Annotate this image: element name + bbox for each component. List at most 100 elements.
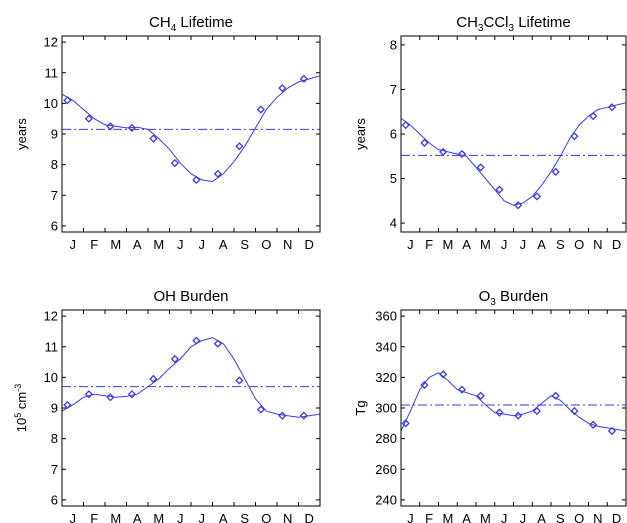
ch4-lifetime-month-label: J [199, 237, 206, 252]
o3-burden-marker [607, 426, 617, 436]
oh-burden-month-label: J [199, 511, 206, 523]
oh-burden-ytick-label: 9 [51, 401, 58, 416]
ch4-lifetime-series-line [61, 75, 321, 183]
oh-burden-series-line [61, 337, 321, 418]
ch4-lifetime-marker [192, 175, 201, 185]
ch4-lifetime-ytick-label: 8 [51, 157, 58, 172]
o3-burden-marker [570, 406, 579, 416]
o3-burden-ytick-label: 340 [375, 339, 397, 354]
ch4-lifetime-marker [299, 74, 308, 83]
ch3ccl3-lifetime-ylabel: years [353, 118, 368, 150]
o3-burden-month-label: M [442, 511, 453, 523]
o3-burden-marker [495, 408, 504, 417]
oh-burden-marker [63, 400, 72, 410]
o3-burden-month-label: A [537, 511, 546, 523]
ch4-lifetime-marker [106, 122, 115, 131]
oh-burden-ytick-label: 6 [51, 492, 58, 507]
oh-burden-month-label: J [177, 511, 184, 523]
oh-burden-month-label: S [240, 511, 249, 523]
ch3ccl3-lifetime-month-label: D [612, 237, 621, 252]
ch4-lifetime-month-label: S [240, 237, 249, 252]
oh-burden-marker [106, 393, 115, 402]
o3-burden-marker [476, 391, 485, 400]
ch3ccl3-lifetime-marker [476, 163, 485, 172]
ch4-lifetime-ytick-label: 11 [45, 65, 59, 80]
ch4-lifetime-month-label: J [177, 237, 184, 252]
o3-burden-marker [551, 391, 560, 400]
ch4-lifetime-ylabel: years [14, 118, 29, 150]
ch3ccl3-lifetime-month-label: S [556, 237, 565, 252]
ch3ccl3-lifetime-ytick-label: 4 [390, 216, 397, 231]
oh-burden-plot-frame [61, 309, 321, 507]
o3-burden-ytick-label: 280 [375, 431, 397, 446]
o3-burden-month-label: J [520, 511, 527, 523]
ch3ccl3-lifetime-marker [514, 201, 523, 210]
ch3ccl3-lifetime-ytick-label: 6 [390, 127, 397, 142]
ch4-lifetime-title: CH4 Lifetime [149, 14, 233, 34]
oh-burden-marker [213, 339, 222, 348]
ch4-lifetime-month-label: D [305, 237, 314, 252]
ch4-lifetime-ytick-label: 6 [51, 218, 58, 233]
oh-burden-marker [299, 411, 308, 420]
ch3ccl3-lifetime-series-line [400, 102, 627, 206]
o3-burden-month-label: A [462, 511, 471, 523]
ch4-lifetime-month-label: A [219, 237, 228, 252]
ch4-lifetime-ytick-label: 10 [44, 96, 58, 111]
oh-burden-ytick-label: 10 [44, 370, 58, 385]
oh-burden-month-label: O [261, 511, 271, 523]
oh-burden-ylabel: 105 cm-3 [13, 384, 29, 432]
o3-burden-marker [532, 406, 542, 416]
ch4-lifetime-marker [278, 83, 287, 93]
ch3ccl3-lifetime-marker [439, 147, 448, 156]
ch3ccl3-lifetime-month-label: A [537, 237, 546, 252]
ch3ccl3-lifetime-marker [532, 192, 542, 201]
ch3ccl3-lifetime-plot-frame [400, 35, 627, 233]
oh-burden-month-label: F [90, 511, 98, 523]
ch4-lifetime-marker [84, 114, 93, 123]
ch4-lifetime-month-label: O [261, 237, 271, 252]
ch4-lifetime-month-label: M [153, 237, 164, 252]
ch4-lifetime-marker [170, 158, 179, 168]
ch3ccl3-lifetime-marker [401, 120, 410, 130]
ch3ccl3-lifetime-marker [420, 138, 429, 148]
ch3ccl3-lifetime-ytick-label: 8 [390, 37, 397, 52]
ch4-lifetime-plot-frame [61, 35, 321, 233]
oh-burden-month-label: M [110, 511, 121, 523]
ch4-lifetime-marker [127, 123, 136, 132]
ch3ccl3-lifetime-month-label: J [407, 237, 414, 252]
ch4-lifetime-marker [149, 134, 158, 143]
o3-burden-series-line [400, 372, 627, 432]
ch4-lifetime-ytick-label: 9 [51, 127, 58, 142]
ch3ccl3-lifetime-month-label: J [520, 237, 527, 252]
ch3ccl3-lifetime-marker [607, 103, 617, 112]
oh-burden-marker [127, 390, 136, 399]
ch3ccl3-lifetime-marker [570, 132, 579, 141]
o3-burden-month-label: J [407, 511, 414, 523]
ch4-lifetime-month-label: J [70, 237, 77, 252]
o3-burden-ytick-label: 360 [375, 309, 397, 324]
ch4-lifetime-marker [235, 142, 244, 151]
ch3ccl3-lifetime-marker [457, 149, 467, 159]
o3-burden-plot-frame [400, 309, 627, 507]
o3-burden-marker [439, 370, 448, 379]
oh-burden-month-label: D [305, 511, 314, 523]
o3-burden-marker [401, 419, 410, 428]
oh-burden-month-label: A [133, 511, 142, 523]
ch3ccl3-lifetime-marker [551, 167, 560, 176]
oh-burden-ytick-label: 8 [51, 431, 58, 446]
o3-burden-ylabel: Tg [353, 400, 368, 415]
oh-burden-marker [149, 374, 158, 384]
ch3ccl3-lifetime-marker [589, 112, 598, 121]
o3-burden-month-label: M [480, 511, 491, 523]
o3-burden-ytick-label: 300 [375, 401, 397, 416]
o3-burden-title: O3 Burden [479, 288, 549, 308]
o3-burden-marker [420, 380, 429, 390]
ch3ccl3-lifetime-month-label: M [480, 237, 491, 252]
ch3ccl3-lifetime-title: CH3CCl3 Lifetime [456, 14, 571, 34]
oh-burden-month-label: J [70, 511, 77, 523]
ch3ccl3-lifetime-month-label: O [574, 237, 584, 252]
oh-burden-title: OH Burden [153, 288, 228, 305]
